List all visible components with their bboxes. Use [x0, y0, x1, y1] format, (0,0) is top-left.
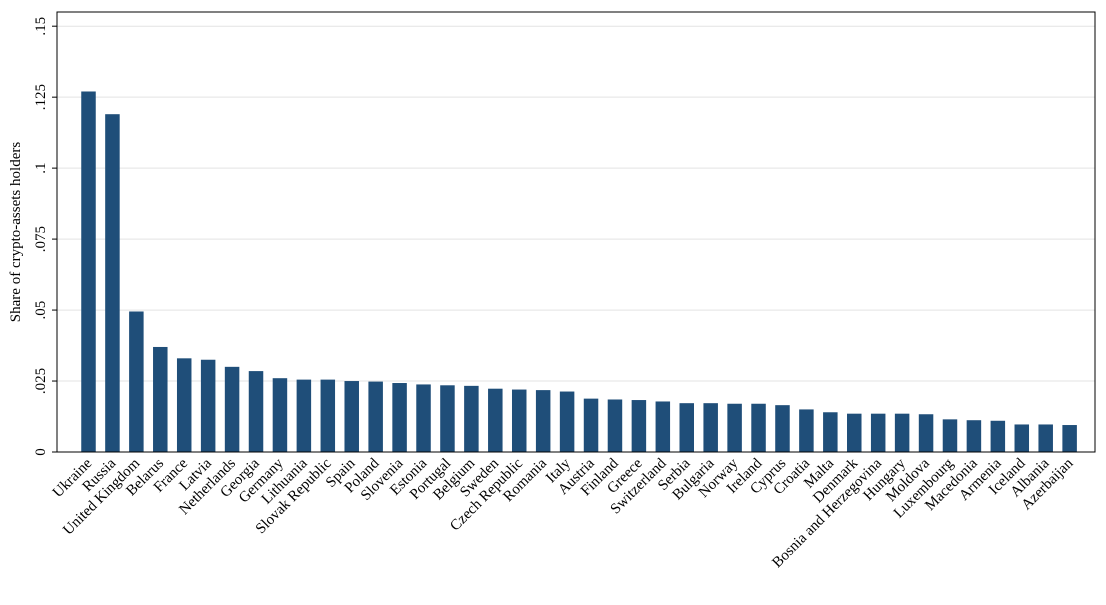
bar: [1014, 424, 1030, 452]
y-axis: 0 .025 .05 .075 .1 .125 .15: [33, 17, 57, 456]
y-tick-label: .125: [33, 84, 49, 110]
bar: [1062, 425, 1077, 452]
bar: [81, 91, 96, 452]
y-tick-label: .025: [33, 368, 49, 394]
bar: [272, 378, 288, 452]
bar: [894, 413, 910, 452]
bar: [1038, 424, 1053, 452]
bar: [918, 414, 934, 452]
bar: [320, 379, 336, 452]
bar: [655, 401, 671, 452]
bar: [200, 359, 216, 452]
bar: [990, 420, 1006, 452]
grid-lines: [57, 25, 1095, 382]
y-tick-label: .075: [33, 226, 49, 252]
bar: [559, 391, 575, 452]
y-axis-label: Share of crypto-assets holders: [8, 142, 24, 323]
bar: [488, 388, 503, 452]
bar: [631, 400, 647, 452]
bar: [847, 413, 862, 452]
y-tick-label: .1: [33, 163, 49, 174]
bar: [105, 114, 120, 453]
y-tick-label: .05: [33, 301, 49, 320]
bar: [440, 385, 455, 452]
bar: [224, 366, 240, 452]
bar: [607, 399, 623, 452]
bar: [296, 379, 312, 452]
bar: [392, 383, 407, 452]
plot-frame: [56, 11, 1096, 453]
bar: [966, 420, 982, 452]
bar: [799, 409, 814, 452]
bar: [248, 371, 264, 452]
bar: [751, 403, 766, 452]
bar: [511, 389, 527, 452]
bar: [129, 311, 144, 452]
bar: [942, 419, 958, 452]
bar: [775, 405, 790, 452]
bar: [176, 358, 192, 452]
bar: [727, 403, 742, 452]
y-tick-label: .15: [33, 17, 49, 36]
bar: [583, 398, 599, 452]
bar: [368, 381, 383, 452]
bar: [344, 381, 359, 452]
bar: [416, 384, 431, 452]
bar: [535, 390, 551, 452]
bars: [81, 91, 1077, 453]
bar: [153, 346, 168, 452]
bar: [464, 385, 479, 452]
bar: [870, 413, 886, 452]
y-tick-label: 0: [33, 448, 49, 456]
bar: [703, 403, 718, 452]
bar: [679, 403, 694, 452]
bar: [823, 412, 838, 452]
